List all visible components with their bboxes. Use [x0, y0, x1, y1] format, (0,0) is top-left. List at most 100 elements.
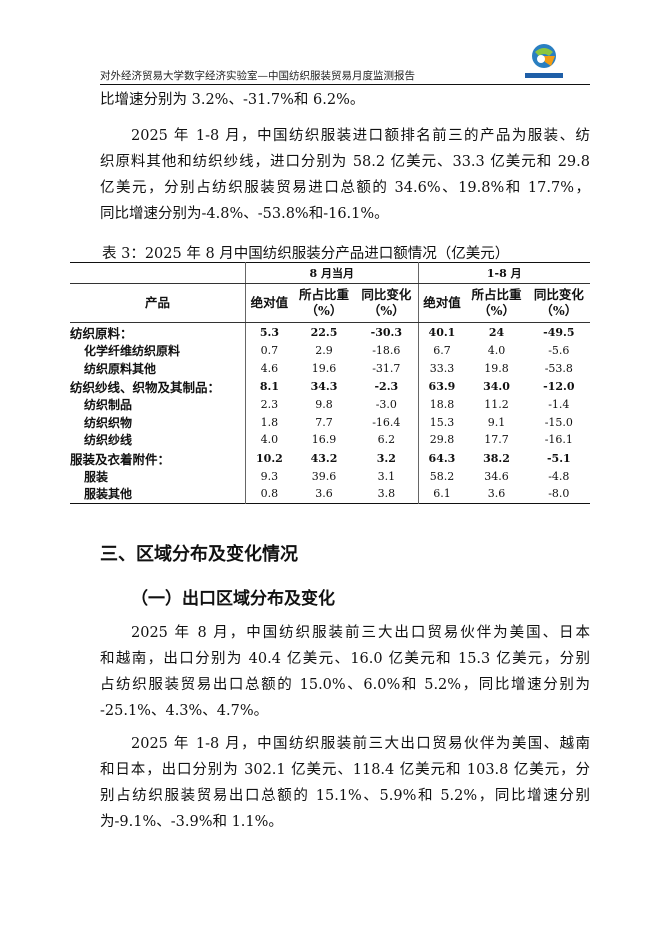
- table-row: 服装 9.3 39.6 3.1 58.2 34.6 -4.8: [70, 467, 590, 485]
- product-name: 纺织原料：: [70, 326, 133, 341]
- table-cell: -15.0: [544, 415, 573, 429]
- column-header: 同比变化 （%）: [355, 283, 419, 323]
- column-header-unit: （%）: [478, 303, 515, 318]
- table-row: 纺织原料其他 4.6 19.6 -31.7 33.3 19.8 -53.8: [70, 359, 590, 377]
- table-cell: 43.2: [310, 451, 338, 465]
- text-line: 和日本，出口分别为 302.1 亿美元、118.4 亿美元和 103.8 亿美元…: [100, 762, 590, 778]
- text-line: 2025 年 8 月，中国纺织服装前三大出口贸易伙伴为美国、日本: [131, 625, 590, 641]
- table-cell: -53.8: [544, 361, 573, 375]
- product-name: 服装及衣着附件：: [70, 451, 171, 467]
- table-cell: 3.8: [377, 487, 396, 501]
- table-cell: -5.6: [548, 344, 570, 358]
- table-cell: -16.1: [544, 433, 573, 447]
- table-cell: 3.6: [315, 487, 333, 501]
- column-header-unit: （%）: [367, 303, 405, 318]
- table-cell: 39.6: [311, 469, 337, 483]
- table-cell: 6.1: [417, 485, 466, 503]
- table-cell: -49.5: [543, 326, 575, 339]
- table-cell: 34.3: [310, 380, 338, 393]
- table-cell: 5.3: [244, 322, 293, 342]
- column-header: 同比变化 （%）: [527, 283, 590, 323]
- table-row: 纺织制品 2.3 9.8 -3.0 18.8 11.2 -1.4: [70, 396, 590, 414]
- product-name: 化学纤维纺织原料: [84, 344, 181, 359]
- text-line: 别占纺织服装贸易出口总额的 15.1%、5.9%和 5.2%，同比增速分别: [100, 788, 590, 804]
- table-cell: 19.8: [484, 361, 509, 375]
- table-cell: -31.7: [372, 361, 401, 375]
- table-cell: 58.2: [417, 467, 466, 485]
- paragraph: 2025 年 1-8 月，中国纺织服装前三大出口贸易伙伴为美国、越南 和日本，出…: [100, 731, 590, 835]
- product-name: 纺织纱线: [84, 433, 133, 448]
- table-cell: 10.2: [244, 448, 293, 468]
- lab-logo: [525, 44, 563, 78]
- table-cell: 38.2: [483, 451, 510, 465]
- table-cell: 0.8: [244, 485, 293, 503]
- column-header: 绝对值: [244, 283, 293, 323]
- text-line: 比增速分别为 3.2%、-31.7%和 6.2%。: [100, 92, 365, 108]
- group-header: 8 月当月: [245, 262, 419, 284]
- table-cell: 9.1: [487, 415, 506, 429]
- table-cell: 64.3: [417, 448, 466, 468]
- table-cell: 19.6: [311, 361, 337, 375]
- product-name: 服装其他: [84, 487, 133, 502]
- table-cell: 17.7: [484, 433, 509, 447]
- table-cell: -12.0: [543, 380, 575, 393]
- group-header: 1-8 月: [417, 262, 590, 284]
- table-cell: 4.0: [244, 431, 293, 449]
- column-header-label: 所占比重: [298, 287, 349, 302]
- text-line: 为-9.1%、-3.9%和 1.1%。: [100, 814, 283, 830]
- table-cell: 24: [488, 326, 505, 339]
- text-line: -25.1%、4.3%、4.7%。: [100, 703, 269, 719]
- table-cell: 9.3: [244, 467, 293, 485]
- table-cell: 4.0: [487, 344, 506, 358]
- paragraph: 比增速分别为 3.2%、-31.7%和 6.2%。: [100, 87, 590, 113]
- column-header-label: 绝对值: [250, 295, 289, 310]
- table-cell: 22.5: [310, 326, 338, 339]
- section-heading: 三、区域分布及变化情况: [100, 544, 298, 565]
- column-header-label: 同比变化: [533, 287, 584, 302]
- table-cell: 16.9: [311, 433, 337, 447]
- table-caption: 表 3：2025 年 8 月中国纺织服装分产品进口额情况（亿美元）: [102, 246, 510, 262]
- column-header: 绝对值: [417, 283, 466, 323]
- table-cell: -18.6: [372, 344, 401, 358]
- table-cell: 3.6: [487, 487, 506, 501]
- table-cell: 33.3: [417, 359, 466, 377]
- table-cell: 0.7: [244, 342, 293, 360]
- table-row: 纺织纱线 4.0 16.9 6.2 29.8 17.7 -16.1: [70, 431, 590, 449]
- table-cell: -4.8: [548, 469, 570, 483]
- product-name: 服装: [84, 469, 109, 484]
- table-cell: 4.6: [244, 359, 293, 377]
- table-cell: -16.4: [372, 415, 401, 429]
- table-cell: 63.9: [417, 377, 466, 396]
- column-header-label: 绝对值: [423, 295, 461, 310]
- table-cell: 11.2: [484, 398, 509, 412]
- column-header-unit: （%）: [540, 303, 578, 318]
- header-rule: [100, 84, 590, 85]
- table-cell: 3.1: [377, 469, 396, 483]
- column-header-label: 所占比重: [471, 287, 522, 302]
- table-row: 纺织织物 1.8 7.7 -16.4 15.3 9.1 -15.0: [70, 413, 590, 431]
- column-header-unit: （%）: [305, 303, 343, 318]
- table-cell: -3.0: [375, 398, 397, 412]
- table-row: 纺织原料： 5.3 22.5 -30.3 40.1 24 -49.5: [70, 322, 590, 342]
- product-name: 纺织原料其他: [84, 361, 157, 376]
- table-cell: 6.7: [417, 342, 466, 360]
- table-cell: 8.1: [244, 377, 293, 396]
- table-cell: 1.8: [244, 413, 293, 431]
- table-cell: 3.2: [376, 451, 396, 465]
- text-line: 2025 年 1-8 月，中国纺织服装前三大出口贸易伙伴为美国、越南: [131, 736, 590, 752]
- product-header: 产品: [70, 283, 246, 323]
- paragraph: 2025 年 8 月，中国纺织服装前三大出口贸易伙伴为美国、日本 和越南，出口分…: [100, 620, 590, 724]
- table-cell: -5.1: [546, 451, 571, 465]
- text-line: 同比增速分别为-4.8%、-53.8%和-16.1%。: [100, 206, 389, 222]
- product-name: 纺织织物: [84, 415, 133, 430]
- table-cell: 15.3: [417, 413, 466, 431]
- table-cell: -2.3: [374, 380, 399, 393]
- text-line: 亿美元，分别占纺织服装贸易进口总额的 34.6%、19.8%和 17.7%，: [100, 180, 590, 196]
- table-cell: 6.2: [377, 433, 396, 447]
- table-cell: 34.6: [484, 469, 509, 483]
- column-header-label: 同比变化: [361, 287, 412, 302]
- table-cell: 18.8: [417, 396, 466, 414]
- text-line: 和越南，出口分别为 40.4 亿美元、16.0 亿美元和 15.3 亿美元，分别: [100, 651, 590, 667]
- column-header: 所占比重 （%）: [465, 283, 528, 323]
- table-row: 服装其他 0.8 3.6 3.8 6.1 3.6 -8.0: [70, 485, 590, 503]
